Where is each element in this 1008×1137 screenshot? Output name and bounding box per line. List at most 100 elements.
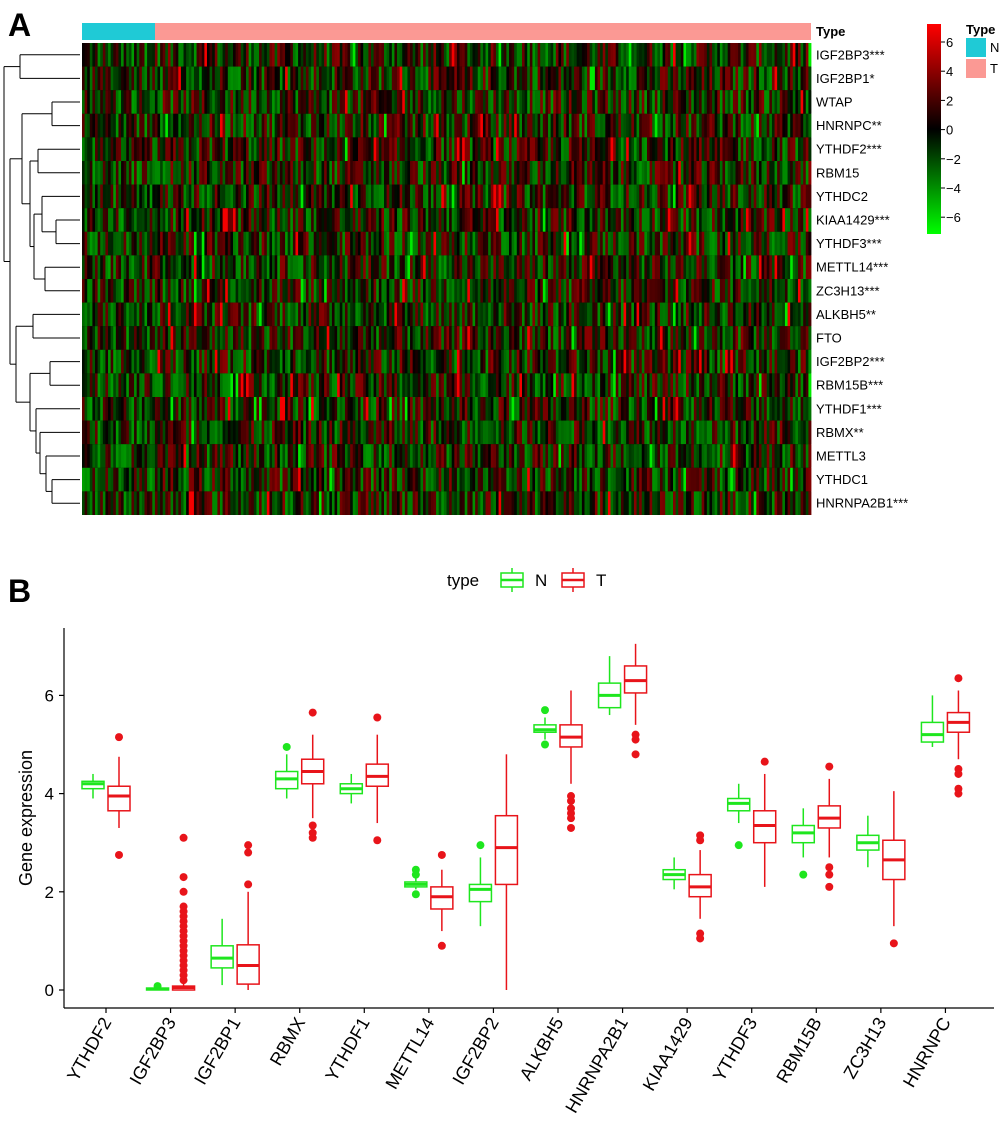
heatmap-row [82, 373, 812, 397]
heatmap-cell [751, 208, 755, 232]
heatmap-cell [261, 184, 265, 209]
heatmap-cell [571, 373, 575, 397]
heatmap-cell [732, 161, 736, 185]
heatmap-cell [503, 184, 507, 209]
heatmap-cell [566, 302, 570, 327]
heatmap-cell [183, 444, 187, 468]
heatmap-cell [438, 397, 442, 421]
heatmap-cell [368, 326, 372, 350]
heatmap-cell [157, 397, 161, 421]
heatmap-cell [506, 90, 510, 114]
heatmap-cell [449, 43, 453, 67]
heatmap-cell [97, 208, 101, 232]
heatmap-cell [615, 66, 619, 91]
heatmap-cell [300, 231, 304, 256]
heatmap-cell [605, 231, 609, 256]
heatmap-cell [167, 137, 171, 161]
heatmap-cell [740, 420, 744, 445]
heatmap-cell [610, 397, 614, 421]
heatmap-cell [600, 255, 604, 279]
heatmap-cell [378, 90, 382, 114]
heatmap-cell [485, 137, 489, 161]
heatmap-cell [282, 231, 286, 256]
heatmap-cell [784, 43, 788, 67]
heatmap-cell [714, 302, 718, 327]
heatmap-cell [717, 397, 721, 421]
heatmap-cell [467, 279, 471, 303]
heatmap-cell [774, 184, 778, 209]
heatmap-cell [100, 255, 104, 279]
heatmap-cell [706, 161, 710, 185]
heatmap-cell [532, 420, 536, 445]
heatmap-cell [316, 231, 320, 256]
heatmap-cell [316, 420, 320, 445]
heatmap-cell [264, 184, 268, 209]
heatmap-cell [795, 255, 799, 279]
heatmap-cell [550, 43, 554, 67]
heatmap-cell [579, 373, 583, 397]
heatmap-cell [662, 349, 666, 374]
heatmap-cell [620, 113, 624, 138]
heatmap-cell [673, 90, 677, 114]
heatmap-cell [436, 184, 440, 209]
heatmap-cell [659, 373, 663, 397]
heatmap-cell [126, 43, 130, 67]
heatmap-cell [758, 66, 762, 91]
heatmap-cell [305, 113, 309, 138]
heatmap-cell [712, 43, 716, 67]
heatmap-cell [428, 208, 432, 232]
heatmap-cell [646, 66, 650, 91]
heatmap-cell [246, 184, 250, 209]
heatmap-cell [134, 420, 138, 445]
heatmap-cell [324, 444, 328, 468]
heatmap-cell [704, 137, 708, 161]
heatmap-cell [188, 137, 192, 161]
heatmap-cell [587, 373, 591, 397]
heatmap-cell [209, 397, 213, 421]
heatmap-cell [667, 66, 671, 91]
heatmap-cell [701, 420, 705, 445]
heatmap-cell [285, 349, 289, 374]
heatmap-cell [97, 66, 101, 91]
heatmap-cell [464, 66, 468, 91]
heatmap-cell [186, 444, 190, 468]
heatmap-cell [633, 444, 637, 468]
heatmap-cell [295, 302, 299, 327]
heatmap-cell [717, 90, 721, 114]
heatmap-cell [722, 326, 726, 350]
heatmap-cell [641, 113, 645, 138]
heatmap-cell [680, 208, 684, 232]
heatmap-cell [696, 349, 700, 374]
heatmap-cell [206, 113, 210, 138]
heatmap-cell [180, 255, 184, 279]
heatmap-cell [415, 161, 419, 185]
heatmap-cell [144, 279, 148, 303]
heatmap-cell [488, 349, 492, 374]
heatmap-cell [337, 43, 341, 67]
heatmap-cell [587, 279, 591, 303]
heatmap-cell [412, 113, 416, 138]
heatmap-cell [186, 397, 190, 421]
heatmap-cell [89, 326, 93, 350]
heatmap-cell [121, 184, 125, 209]
heatmap-cell [561, 302, 565, 327]
heatmap-cell [751, 66, 755, 91]
heatmap-cell [152, 208, 156, 232]
heatmap-cell [503, 326, 507, 350]
heatmap-cell [368, 420, 372, 445]
heatmap-cell [774, 279, 778, 303]
heatmap-cell [209, 326, 213, 350]
heatmap-cell [430, 255, 434, 279]
heatmap-cell [777, 43, 781, 67]
heatmap-cell [751, 161, 755, 185]
heatmap-cell [633, 208, 637, 232]
heatmap-cell [628, 113, 632, 138]
heatmap-cell [602, 113, 606, 138]
heatmap-cell [134, 43, 138, 67]
heatmap-cell [475, 90, 479, 114]
heatmap-cell [136, 161, 140, 185]
heatmap-cell [102, 302, 106, 327]
heatmap-cell [730, 279, 734, 303]
heatmap-cell [248, 137, 252, 161]
heatmap-cell [214, 184, 218, 209]
